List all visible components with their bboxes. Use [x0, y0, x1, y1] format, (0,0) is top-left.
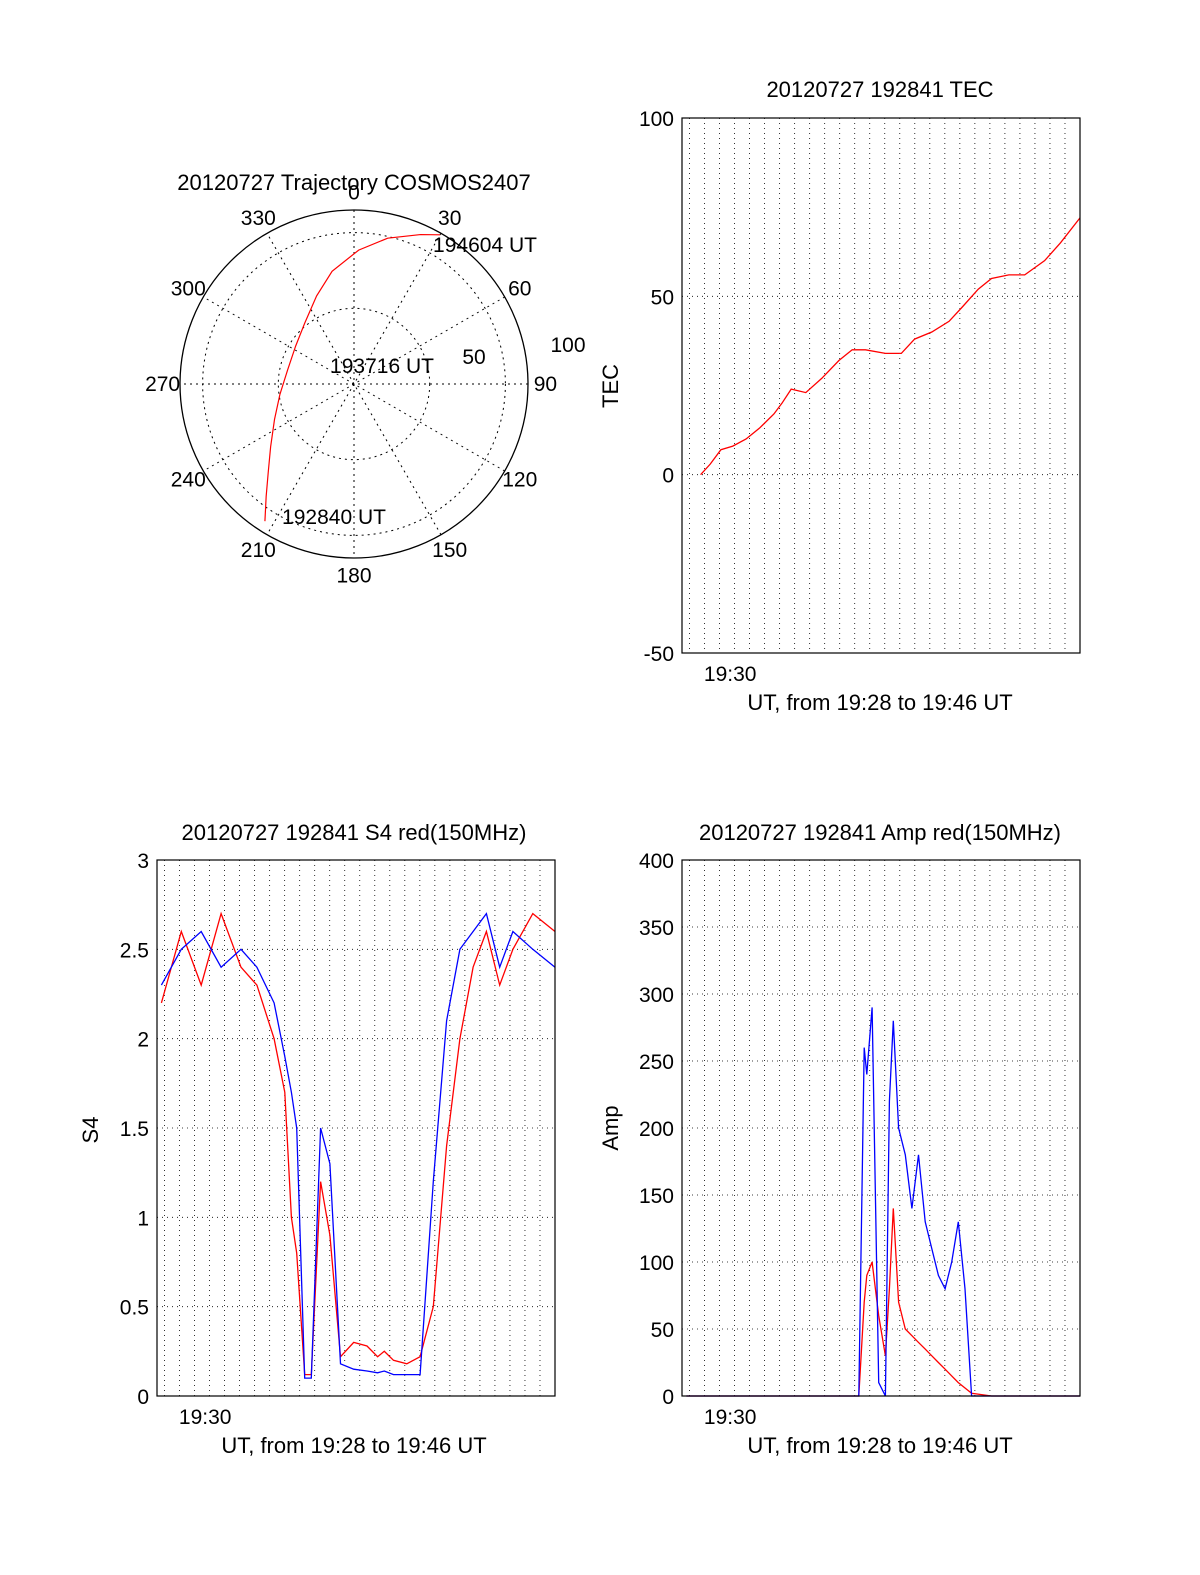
polar-azimuth-label: 330: [241, 207, 276, 230]
polar-grid-circle: [277, 307, 431, 461]
polar-grid-spoke: [266, 233, 442, 535]
data-series-line: [686, 1208, 1080, 1397]
amp-ylabel: Amp: [598, 1105, 623, 1150]
s4-panel: 20120727 192841 S4 red(150MHz) UT, from …: [78, 820, 556, 1458]
polar-azimuth-label: 30: [438, 207, 461, 230]
s4-ylabel: S4: [78, 1117, 103, 1144]
y-tick-label: 0: [137, 1386, 149, 1409]
y-tick-label: 100: [639, 108, 674, 131]
x-tick-label: 19:30: [179, 1406, 232, 1429]
polar-azimuth-label: 90: [534, 373, 557, 396]
amp-title: 20120727 192841 Amp red(150MHz): [699, 820, 1061, 845]
y-tick-label: 50: [651, 286, 674, 309]
data-series-line: [160, 911, 556, 1376]
y-tick-label: 150: [639, 1185, 674, 1208]
s4-xlabel: UT, from 19:28 to 19:46 UT: [221, 1433, 486, 1458]
y-tick-label: 1: [137, 1207, 149, 1230]
amp-xlabel: UT, from 19:28 to 19:46 UT: [747, 1433, 1012, 1458]
polar-trajectory-track: [264, 233, 441, 522]
plot-frame: [156, 859, 556, 1397]
amp-panel: 20120727 192841 Amp red(150MHz) UT, from…: [598, 820, 1081, 1458]
y-tick-label: 100: [639, 1252, 674, 1275]
y-tick-label: 0.5: [120, 1297, 149, 1320]
polar-azimuth-label: 240: [171, 469, 206, 492]
tec-xlabel: UT, from 19:28 to 19:46 UT: [747, 690, 1012, 715]
y-tick-label: -50: [644, 643, 674, 666]
y-tick-label: 2: [137, 1029, 149, 1052]
y-tick-label: 50: [651, 1319, 674, 1342]
polar-azimuth-label: 300: [171, 277, 206, 300]
y-tick-label: 400: [639, 850, 674, 873]
y-tick-label: 250: [639, 1051, 674, 1074]
polar-azimuth-label: 60: [508, 277, 531, 300]
polar-annotation: 192840 UT: [282, 506, 386, 529]
y-tick-label: 3: [137, 850, 149, 873]
tec-ylabel: TEC: [598, 364, 623, 408]
polar-azimuth-label: 0: [348, 182, 360, 205]
x-tick-label: 19:30: [704, 663, 757, 686]
x-tick-label: 19:30: [704, 1406, 757, 1429]
tec-title: 20120727 192841 TEC: [766, 77, 993, 102]
polar-radial-label: 100: [550, 334, 585, 357]
polar-azimuth-label: 150: [432, 539, 467, 562]
data-series-line: [686, 1007, 1080, 1397]
polar-azimuth-label: 270: [145, 373, 180, 396]
y-tick-label: 200: [639, 1118, 674, 1141]
polar-annotation: 193716 UT: [330, 355, 434, 378]
s4-title: 20120727 192841 S4 red(150MHz): [182, 820, 527, 845]
polar-azimuth-label: 180: [336, 564, 371, 587]
y-tick-label: 350: [639, 917, 674, 940]
polar-radial-label: 50: [462, 346, 485, 369]
polar-title: 20120727 Trajectory COSMOS2407: [177, 170, 530, 195]
y-tick-label: 0: [662, 1386, 674, 1409]
polar-azimuth-label: 120: [502, 469, 537, 492]
polar-trajectory-panel: 20120727 Trajectory COSMOS2407 0 30 60 90 12…: [145, 170, 585, 587]
polar-annotation: 194604 UT: [433, 234, 537, 257]
data-series-line: [160, 912, 556, 1379]
tec-panel: 20120727 192841 TEC UT, from 19:28 to 19…: [598, 77, 1081, 715]
data-series-line: [700, 217, 1081, 476]
plot-frame: [681, 117, 1081, 654]
y-tick-label: 0: [662, 465, 674, 488]
y-tick-label: 1.5: [120, 1118, 149, 1141]
polar-azimuth-label: 210: [241, 539, 276, 562]
y-tick-label: 2.5: [120, 939, 149, 962]
plot-frame: [681, 859, 1081, 1397]
y-tick-label: 300: [639, 984, 674, 1007]
